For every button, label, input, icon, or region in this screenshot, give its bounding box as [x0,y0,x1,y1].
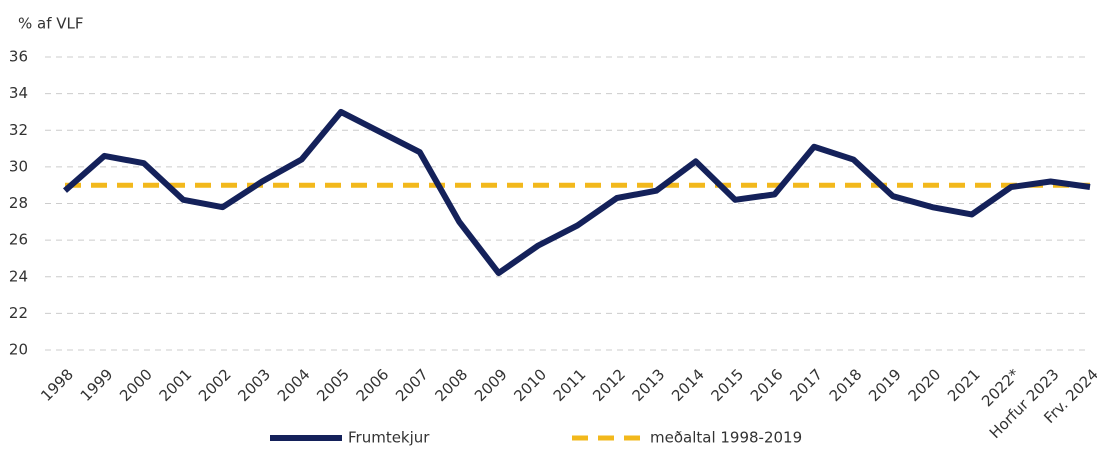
x-tick-label: 2012 [589,365,629,405]
legend-label: meðaltal 1998-2019 [650,429,802,447]
x-tick-label: 2001 [156,365,196,405]
y-tick-label: 20 [9,341,28,359]
x-tick-label: 2016 [747,365,787,405]
x-tick-label: 2009 [471,365,511,405]
x-tick-label: 2004 [274,365,314,405]
y-tick-label: 30 [9,157,28,175]
y-tick-label: 34 [9,84,28,102]
x-tick-label: 2005 [313,365,353,405]
series-line [63,108,1091,277]
x-tick-label: 2017 [786,365,826,405]
x-tick-label: 2013 [629,365,669,405]
y-axis-label: % af VLF [18,15,84,33]
x-tick-label: 2003 [234,365,274,405]
x-tick-label: 2018 [826,365,866,405]
y-tick-label: 26 [9,231,28,249]
legend-label: Frumtekjur [348,429,430,447]
x-tick-label: 2019 [865,365,905,405]
x-tick-label: 2008 [432,365,472,405]
y-tick-label: 32 [9,121,28,139]
x-tick-label: 1999 [77,365,117,405]
y-tick-label: 22 [9,304,28,322]
y-tick-label: 24 [9,267,28,285]
x-tick-label: 2010 [510,365,550,405]
x-tick-label: 2006 [353,365,393,405]
y-tick-label: 36 [9,48,28,66]
x-tick-label: 2002 [195,365,235,405]
x-tick-label: 2000 [116,365,156,405]
x-tick-label: 2011 [550,365,590,405]
x-tick-label: 2020 [905,365,945,405]
x-tick-label: 2014 [668,365,708,405]
x-tick-label: 1998 [37,365,77,405]
x-tick-label: 2007 [392,365,432,405]
x-tick-label: 2021 [944,365,984,405]
y-tick-label: 28 [9,194,28,212]
x-tick-label: 2015 [707,365,747,405]
